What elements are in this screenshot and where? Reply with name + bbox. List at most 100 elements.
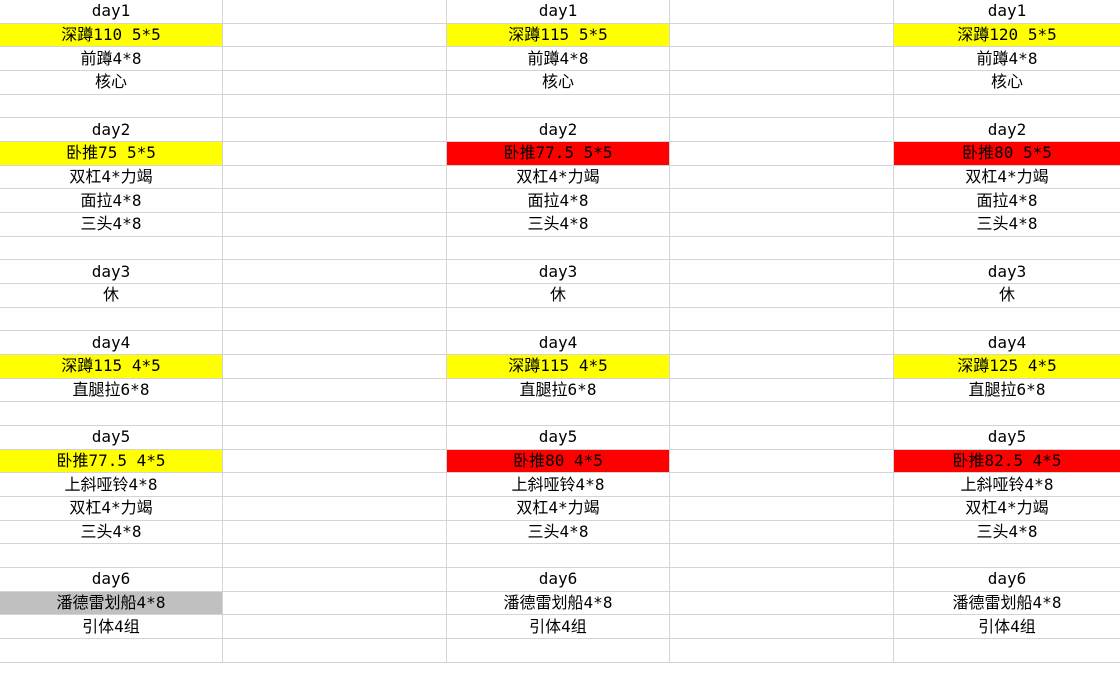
spreadsheet-cell[interactable]: 双杠4*力竭 [447, 165, 670, 190]
spreadsheet-cell[interactable]: day2 [447, 118, 670, 143]
spreadsheet-cell[interactable]: 上斜哑铃4*8 [894, 473, 1120, 498]
spreadsheet-cell[interactable]: 双杠4*力竭 [894, 497, 1120, 521]
spreadsheet-cell[interactable]: day4 [894, 331, 1120, 356]
spreadsheet-cell[interactable]: day4 [447, 331, 670, 356]
spreadsheet-cell-empty[interactable] [670, 568, 894, 592]
spreadsheet-cell-empty[interactable] [670, 426, 894, 450]
spreadsheet-cell[interactable]: 三头4*8 [447, 520, 670, 545]
spreadsheet-cell[interactable]: day4 [0, 331, 223, 356]
spreadsheet-cell[interactable]: 休 [894, 284, 1120, 308]
spreadsheet-cell[interactable]: day2 [0, 118, 223, 143]
spreadsheet-cell[interactable] [447, 544, 670, 569]
spreadsheet-cell[interactable]: 休 [447, 284, 670, 308]
spreadsheet-cell-empty[interactable] [670, 615, 894, 640]
spreadsheet-cell-empty[interactable] [670, 71, 894, 95]
spreadsheet-cell[interactable] [894, 402, 1120, 427]
spreadsheet-cell-empty[interactable] [223, 520, 447, 545]
spreadsheet-cell-empty[interactable] [670, 118, 894, 143]
spreadsheet-cell[interactable]: 三头4*8 [894, 213, 1120, 237]
spreadsheet-cell[interactable]: day5 [447, 426, 670, 450]
spreadsheet-cell[interactable] [0, 639, 223, 663]
spreadsheet-cell-empty[interactable] [670, 165, 894, 190]
spreadsheet-cell-empty[interactable] [223, 568, 447, 592]
spreadsheet-cell-empty[interactable] [223, 426, 447, 450]
spreadsheet-cell-empty[interactable] [223, 497, 447, 521]
spreadsheet-cell[interactable] [447, 639, 670, 663]
spreadsheet-cell-empty[interactable] [223, 615, 447, 640]
spreadsheet-cell-empty[interactable] [223, 142, 447, 166]
spreadsheet-cell[interactable]: 卧推75 5*5 [0, 142, 223, 166]
spreadsheet-cell-empty[interactable] [670, 47, 894, 72]
spreadsheet-cell-empty[interactable] [223, 402, 447, 427]
spreadsheet-cell[interactable]: day3 [894, 260, 1120, 285]
spreadsheet-cell[interactable] [894, 544, 1120, 569]
spreadsheet-cell-empty[interactable] [670, 378, 894, 403]
spreadsheet-cell[interactable]: 深蹲125 4*5 [894, 355, 1120, 379]
spreadsheet-cell-empty[interactable] [223, 331, 447, 356]
spreadsheet-cell-empty[interactable] [670, 284, 894, 308]
spreadsheet-cell[interactable]: 核心 [894, 71, 1120, 95]
spreadsheet-cell[interactable] [447, 236, 670, 261]
spreadsheet-cell-empty[interactable] [223, 189, 447, 214]
spreadsheet-cell[interactable]: 卧推77.5 4*5 [0, 449, 223, 474]
spreadsheet-cell[interactable] [894, 307, 1120, 332]
spreadsheet-cell[interactable]: 三头4*8 [0, 213, 223, 237]
spreadsheet-cell[interactable]: 双杠4*力竭 [894, 165, 1120, 190]
spreadsheet-cell-empty[interactable] [223, 378, 447, 403]
spreadsheet-cell[interactable]: 双杠4*力竭 [0, 497, 223, 521]
spreadsheet-cell[interactable]: 直腿拉6*8 [447, 378, 670, 403]
spreadsheet-cell-empty[interactable] [670, 213, 894, 237]
spreadsheet-cell[interactable]: 卧推80 4*5 [447, 449, 670, 474]
spreadsheet-cell[interactable]: day1 [894, 0, 1120, 24]
spreadsheet-cell-empty[interactable] [223, 260, 447, 285]
spreadsheet-cell-empty[interactable] [670, 402, 894, 427]
spreadsheet-cell-empty[interactable] [223, 213, 447, 237]
spreadsheet-cell-empty[interactable] [223, 47, 447, 72]
spreadsheet-cell-empty[interactable] [223, 71, 447, 95]
spreadsheet-cell-empty[interactable] [670, 544, 894, 569]
spreadsheet-cell[interactable]: 卧推77.5 5*5 [447, 142, 670, 166]
spreadsheet-cell[interactable]: 三头4*8 [0, 520, 223, 545]
spreadsheet-cell-empty[interactable] [223, 236, 447, 261]
spreadsheet-cell[interactable]: 深蹲110 5*5 [0, 23, 223, 48]
spreadsheet-cell-empty[interactable] [670, 307, 894, 332]
spreadsheet-cell-empty[interactable] [670, 355, 894, 379]
spreadsheet-cell[interactable]: 三头4*8 [894, 520, 1120, 545]
spreadsheet-cell[interactable]: 上斜哑铃4*8 [447, 473, 670, 498]
spreadsheet-cell[interactable]: day6 [0, 568, 223, 592]
spreadsheet-cell[interactable]: 深蹲115 4*5 [0, 355, 223, 379]
spreadsheet-cell[interactable] [0, 544, 223, 569]
spreadsheet-cell-empty[interactable] [223, 355, 447, 379]
spreadsheet-cell-empty[interactable] [223, 544, 447, 569]
spreadsheet-cell[interactable]: 三头4*8 [447, 213, 670, 237]
spreadsheet-cell[interactable] [894, 639, 1120, 663]
spreadsheet-cell-empty[interactable] [670, 0, 894, 24]
spreadsheet-cell-empty[interactable] [670, 236, 894, 261]
spreadsheet-cell-empty[interactable] [223, 0, 447, 24]
spreadsheet-cell-empty[interactable] [670, 449, 894, 474]
spreadsheet-cell[interactable]: 双杠4*力竭 [0, 165, 223, 190]
spreadsheet-cell[interactable]: 核心 [447, 71, 670, 95]
spreadsheet-cell[interactable]: day5 [0, 426, 223, 450]
spreadsheet-cell[interactable]: 深蹲115 5*5 [447, 23, 670, 48]
spreadsheet-cell-empty[interactable] [223, 284, 447, 308]
spreadsheet-cell[interactable]: 引体4组 [447, 615, 670, 640]
spreadsheet-cell[interactable] [894, 94, 1120, 119]
spreadsheet-cell[interactable]: 深蹲120 5*5 [894, 23, 1120, 48]
spreadsheet-cell-empty[interactable] [223, 118, 447, 143]
spreadsheet-cell[interactable]: 面拉4*8 [0, 189, 223, 214]
spreadsheet-cell-empty[interactable] [223, 639, 447, 663]
spreadsheet-cell-empty[interactable] [223, 473, 447, 498]
spreadsheet-cell[interactable]: 深蹲115 4*5 [447, 355, 670, 379]
spreadsheet-cell-empty[interactable] [223, 307, 447, 332]
spreadsheet-cell-empty[interactable] [670, 591, 894, 616]
spreadsheet-cell[interactable] [447, 94, 670, 119]
spreadsheet-cell[interactable] [0, 236, 223, 261]
spreadsheet-cell[interactable]: 直腿拉6*8 [0, 378, 223, 403]
spreadsheet-cell[interactable]: 卧推80 5*5 [894, 142, 1120, 166]
spreadsheet-cell[interactable] [447, 307, 670, 332]
spreadsheet-cell[interactable]: 潘德雷划船4*8 [447, 591, 670, 616]
spreadsheet-cell-empty[interactable] [223, 165, 447, 190]
spreadsheet-cell[interactable]: 核心 [0, 71, 223, 95]
spreadsheet-cell[interactable]: 引体4组 [894, 615, 1120, 640]
